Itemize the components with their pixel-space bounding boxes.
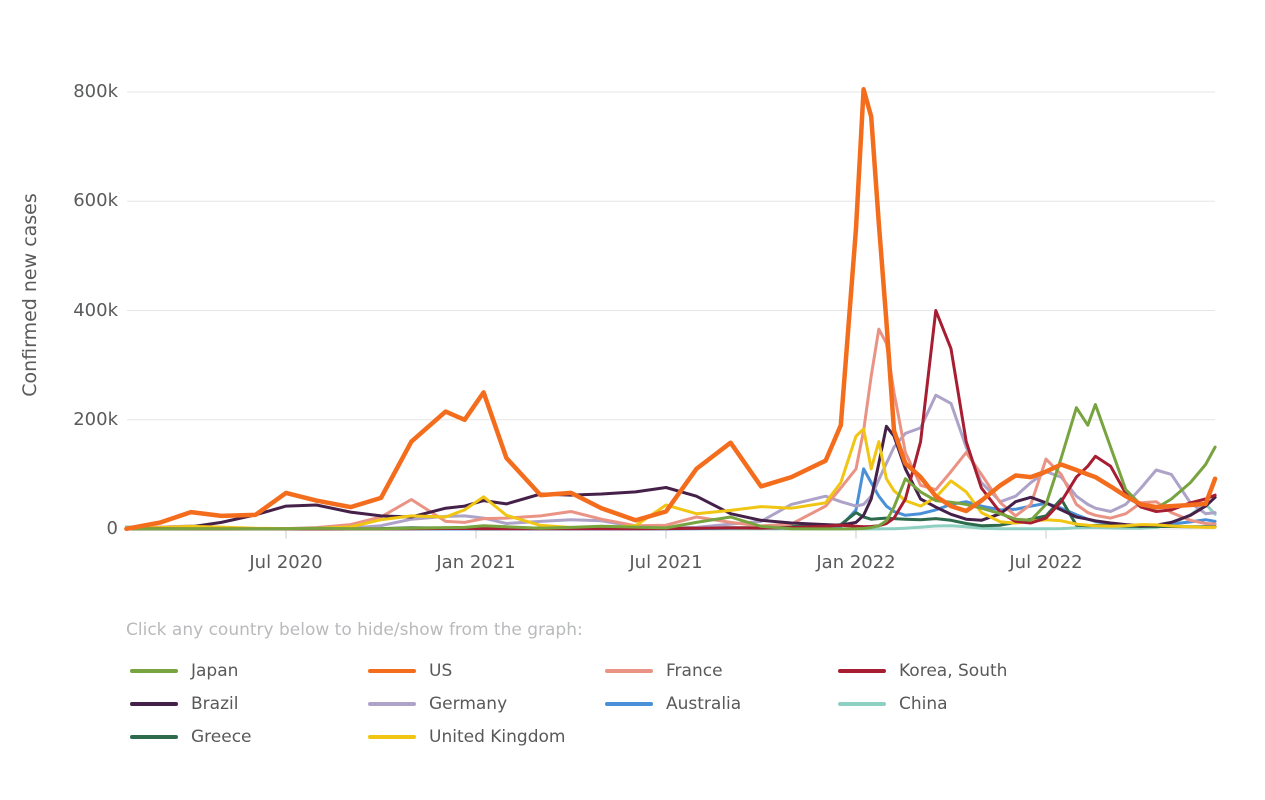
legend: Japan US France Korea, South Brazil Germany Au… bbox=[130, 659, 1007, 749]
legend-label: France bbox=[666, 661, 723, 681]
chart-line-japan bbox=[124, 403, 1217, 531]
legend-label: US bbox=[429, 661, 453, 681]
legend-label: United Kingdom bbox=[429, 727, 566, 747]
legend-label: Brazil bbox=[191, 694, 239, 714]
legend-item-australia[interactable]: Australia bbox=[605, 692, 838, 716]
legend-hint: Click any country below to hide/show fro… bbox=[126, 620, 583, 640]
legend-swatch bbox=[838, 669, 886, 673]
legend-swatch bbox=[368, 735, 416, 739]
chart-line-united-kingdom bbox=[124, 427, 1217, 531]
legend-label: China bbox=[899, 694, 948, 714]
legend-item-france[interactable]: France bbox=[605, 659, 838, 683]
legend-item-germany[interactable]: Germany bbox=[368, 692, 605, 716]
legend-item-japan[interactable]: Japan bbox=[130, 659, 368, 683]
legend-swatch bbox=[605, 702, 653, 706]
x-tick-label: Jul 2022 bbox=[1009, 552, 1083, 573]
chart-line-germany bbox=[124, 393, 1217, 531]
y-axis-title: Confirmed new cases bbox=[19, 193, 41, 397]
legend-swatch bbox=[368, 702, 416, 706]
legend-label: Korea, South bbox=[899, 661, 1008, 681]
y-tick-label: 0 bbox=[106, 518, 118, 539]
y-tick-label: 200k bbox=[73, 408, 118, 430]
legend-item-korea-south[interactable]: Korea, South bbox=[838, 659, 1007, 683]
legend-swatch bbox=[130, 669, 178, 673]
legend-swatch bbox=[368, 669, 416, 673]
x-tick-label: Jan 2022 bbox=[816, 552, 896, 573]
legend-item-china[interactable]: China bbox=[838, 692, 1007, 716]
legend-swatch bbox=[605, 669, 653, 673]
x-tick-label: Jul 2021 bbox=[629, 552, 703, 573]
y-tick-label: 400k bbox=[73, 299, 118, 321]
legend-item-brazil[interactable]: Brazil bbox=[130, 692, 368, 716]
legend-label: Japan bbox=[191, 661, 239, 681]
legend-swatch bbox=[838, 702, 886, 706]
chart-line-france bbox=[124, 327, 1217, 531]
legend-item-greece[interactable]: Greece bbox=[130, 725, 368, 749]
x-tick-label: Jul 2020 bbox=[249, 552, 323, 573]
chart-line-us bbox=[124, 87, 1218, 532]
legend-item-united-kingdom[interactable]: United Kingdom bbox=[368, 725, 605, 749]
legend-label: Germany bbox=[429, 694, 508, 714]
x-tick-label: Jan 2021 bbox=[436, 552, 516, 573]
y-tick-label: 800k bbox=[73, 81, 118, 102]
legend-label: Australia bbox=[666, 694, 742, 714]
legend-label: Greece bbox=[191, 727, 252, 747]
y-tick-label: 600k bbox=[73, 190, 118, 212]
legend-item-us[interactable]: US bbox=[368, 659, 605, 683]
legend-swatch bbox=[130, 735, 178, 739]
legend-swatch bbox=[130, 702, 178, 706]
